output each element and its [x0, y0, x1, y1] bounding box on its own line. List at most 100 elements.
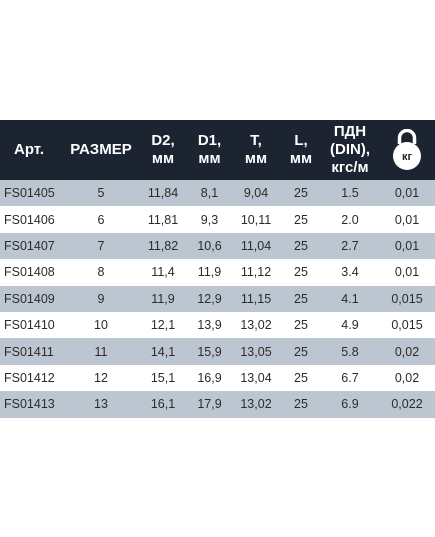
- cell-l: 25: [281, 232, 321, 260]
- table-row: FS01407 7 11,82 10,6 11,04 25 2.7 0,01: [0, 232, 435, 260]
- header-d1-line2: мм: [198, 150, 221, 167]
- cell-t: 13,04: [231, 364, 281, 392]
- cell-t: 9,04: [231, 180, 281, 207]
- header-l-line2: мм: [289, 150, 313, 167]
- cell-art: FS01410: [0, 311, 64, 339]
- cell-size: 8: [64, 259, 138, 286]
- cell-size: 12: [64, 364, 138, 392]
- table-body: FS01405 5 11,84 8,1 9,04 25 1.5 0,01 FS01406 6 11…: [0, 180, 435, 418]
- table-row: FS01405 5 11,84 8,1 9,04 25 1.5 0,01: [0, 180, 435, 207]
- header-d2: D2, мм: [138, 120, 188, 180]
- header-d2-line2: мм: [151, 150, 175, 167]
- header-d1-line1: D1,: [197, 132, 222, 149]
- header-l: L, мм: [281, 120, 321, 180]
- cell-t: 11,15: [231, 285, 281, 312]
- cell-t: 11,04: [231, 232, 281, 260]
- header-t-line1: T,: [250, 132, 262, 149]
- cell-pdn: 4.9: [321, 311, 379, 339]
- cell-art: FS01413: [0, 391, 64, 418]
- table-row: FS01413 13 16,1 17,9 13,02 25 6.9 0,022: [0, 391, 435, 418]
- cell-weight: 0,01: [379, 259, 435, 286]
- cell-size: 5: [64, 180, 138, 207]
- table-row: FS01409 9 11,9 12,9 11,15 25 4.1 0,015: [0, 285, 435, 312]
- header-weight: кг: [379, 120, 435, 180]
- cell-pdn: 2.7: [321, 232, 379, 260]
- header-pdn-line1: ПДН: [333, 123, 367, 140]
- cell-l: 25: [281, 338, 321, 365]
- cell-art: FS01411: [0, 338, 64, 365]
- header-l-line1: L,: [294, 132, 308, 149]
- cell-art: FS01407: [0, 232, 64, 260]
- cell-pdn: 6.9: [321, 391, 379, 418]
- cell-d1: 10,6: [188, 232, 231, 260]
- cell-weight: 0,02: [379, 338, 435, 365]
- cell-weight: 0,022: [379, 391, 435, 418]
- cell-d1: 13,9: [188, 311, 231, 339]
- header-d1: D1, мм: [188, 120, 231, 180]
- cell-weight: 0,01: [379, 206, 435, 233]
- cell-d1: 8,1: [188, 180, 231, 207]
- cell-pdn: 2.0: [321, 206, 379, 233]
- table-row: FS01406 6 11,81 9,3 10,11 25 2.0 0,01: [0, 206, 435, 233]
- cell-d1: 9,3: [188, 206, 231, 233]
- cell-weight: 0,015: [379, 311, 435, 339]
- cell-art: FS01405: [0, 180, 64, 207]
- cell-d1: 12,9: [188, 285, 231, 312]
- cell-art: FS01406: [0, 206, 64, 233]
- header-pdn-line3: кгс/м: [331, 159, 369, 176]
- cell-t: 11,12: [231, 259, 281, 286]
- kettlebell-label: кг: [402, 151, 413, 163]
- cell-t: 13,05: [231, 338, 281, 365]
- cell-pdn: 3.4: [321, 259, 379, 286]
- header-pdn-line2: (DIN),: [330, 141, 370, 158]
- cell-weight: 0,02: [379, 364, 435, 392]
- cell-l: 25: [281, 311, 321, 339]
- header-pdn: ПДН (DIN), кгс/м: [321, 120, 379, 180]
- cell-d2: 11,81: [138, 206, 188, 233]
- cell-art: FS01412: [0, 364, 64, 392]
- cell-size: 9: [64, 285, 138, 312]
- header-size: РАЗМЕР: [64, 120, 138, 180]
- cell-l: 25: [281, 180, 321, 207]
- cell-art: FS01408: [0, 259, 64, 286]
- cell-t: 13,02: [231, 311, 281, 339]
- cell-d2: 14,1: [138, 338, 188, 365]
- cell-weight: 0,01: [379, 232, 435, 260]
- cell-d2: 11,4: [138, 259, 188, 286]
- cell-t: 10,11: [231, 206, 281, 233]
- cell-size: 6: [64, 206, 138, 233]
- table-row: FS01412 12 15,1 16,9 13,04 25 6.7 0,02: [0, 364, 435, 392]
- header-art: Арт.: [0, 120, 64, 180]
- header-d2-line1: D2,: [151, 132, 175, 149]
- table-row: FS01411 11 14,1 15,9 13,05 25 5.8 0,02: [0, 338, 435, 365]
- cell-pdn: 6.7: [321, 364, 379, 392]
- cell-l: 25: [281, 285, 321, 312]
- cell-pdn: 5.8: [321, 338, 379, 365]
- cell-t: 13,02: [231, 391, 281, 418]
- table-header-row: Арт. РАЗМЕР D2, мм D1, мм T, мм L, мм ПД…: [0, 120, 435, 180]
- cell-pdn: 4.1: [321, 285, 379, 312]
- spec-table: Арт. РАЗМЕР D2, мм D1, мм T, мм L, мм ПД…: [0, 120, 435, 418]
- cell-d1: 17,9: [188, 391, 231, 418]
- cell-size: 13: [64, 391, 138, 418]
- kettlebell-icon: кг: [393, 129, 421, 170]
- cell-d2: 11,82: [138, 232, 188, 260]
- cell-weight: 0,015: [379, 285, 435, 312]
- cell-d1: 15,9: [188, 338, 231, 365]
- cell-l: 25: [281, 259, 321, 286]
- cell-size: 7: [64, 232, 138, 260]
- cell-pdn: 1.5: [321, 180, 379, 207]
- cell-d2: 11,9: [138, 285, 188, 312]
- cell-size: 11: [64, 338, 138, 365]
- cell-d1: 16,9: [188, 364, 231, 392]
- cell-l: 25: [281, 391, 321, 418]
- cell-weight: 0,01: [379, 180, 435, 207]
- cell-art: FS01409: [0, 285, 64, 312]
- cell-d2: 12,1: [138, 311, 188, 339]
- cell-d2: 16,1: [138, 391, 188, 418]
- cell-l: 25: [281, 364, 321, 392]
- cell-size: 10: [64, 311, 138, 339]
- header-t-line2: мм: [244, 150, 268, 167]
- table-row: FS01410 10 12,1 13,9 13,02 25 4.9 0,015: [0, 311, 435, 339]
- cell-d2: 11,84: [138, 180, 188, 207]
